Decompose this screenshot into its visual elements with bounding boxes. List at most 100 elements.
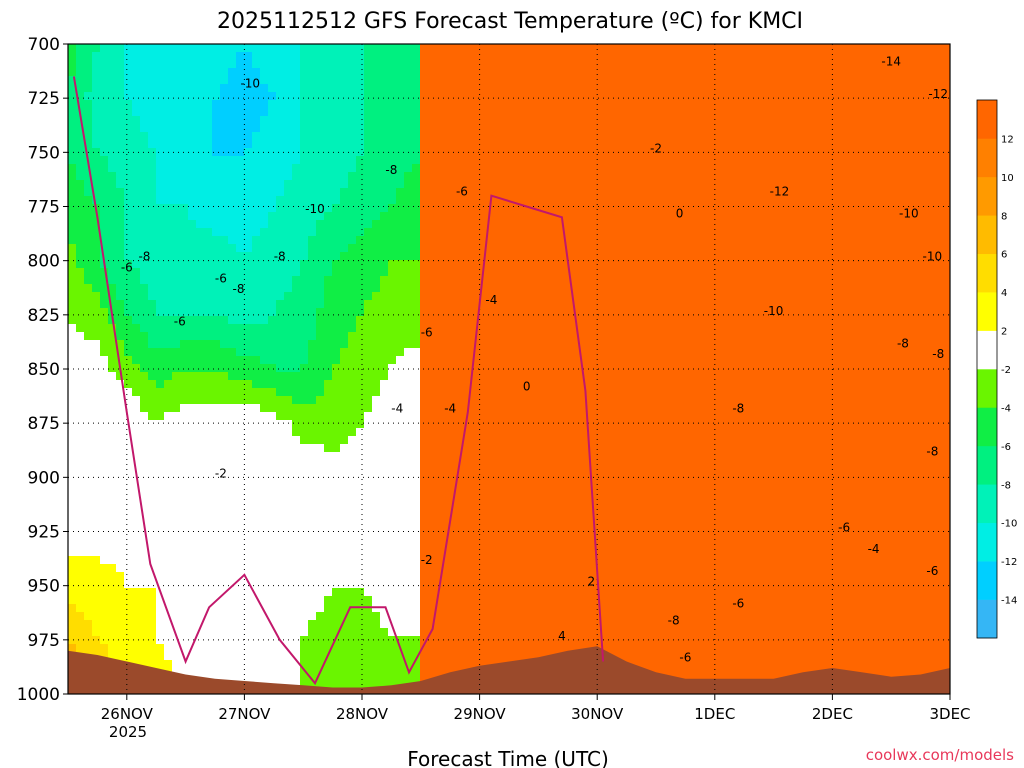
field-cell — [620, 196, 629, 205]
field-cell — [500, 268, 509, 277]
field-cell — [468, 292, 477, 301]
field-cell — [164, 180, 173, 189]
field-cell — [868, 372, 877, 381]
field-cell — [476, 52, 485, 61]
field-cell — [852, 372, 861, 381]
field-cell — [508, 76, 517, 85]
field-cell — [820, 340, 829, 349]
field-cell — [100, 340, 109, 349]
temperature-field — [68, 44, 951, 695]
field-cell — [308, 236, 317, 245]
field-cell — [388, 156, 397, 165]
field-cell — [812, 364, 821, 373]
field-cell — [292, 284, 301, 293]
field-cell — [772, 396, 781, 405]
field-cell — [756, 68, 765, 77]
field-cell — [660, 132, 669, 141]
field-cell — [284, 356, 293, 365]
field-cell — [228, 396, 237, 405]
field-cell — [636, 140, 645, 149]
field-cell — [132, 236, 141, 245]
field-cell — [204, 52, 213, 61]
field-cell — [636, 340, 645, 349]
field-cell — [820, 324, 829, 333]
field-cell — [244, 212, 253, 221]
field-cell — [540, 132, 549, 141]
field-cell — [292, 92, 301, 101]
field-cell — [268, 92, 277, 101]
field-cell — [116, 388, 125, 397]
field-cell — [204, 116, 213, 125]
field-cell — [588, 276, 597, 285]
field-cell — [364, 348, 373, 357]
field-cell — [916, 84, 925, 93]
field-cell — [820, 172, 829, 181]
field-cell — [212, 276, 221, 285]
field-cell — [196, 300, 205, 309]
field-cell — [148, 196, 157, 205]
field-cell — [132, 92, 141, 101]
field-cell — [484, 84, 493, 93]
field-cell — [324, 204, 333, 213]
field-cell — [716, 268, 725, 277]
field-cell — [404, 228, 413, 237]
field-cell — [660, 316, 669, 325]
field-cell — [324, 132, 333, 141]
field-cell — [516, 276, 525, 285]
field-cell — [756, 396, 765, 405]
field-cell — [796, 324, 805, 333]
field-cell — [668, 236, 677, 245]
field-cell — [620, 244, 629, 253]
field-cell — [844, 100, 853, 109]
field-cell — [188, 212, 197, 221]
field-cell — [108, 156, 117, 165]
field-cell — [436, 244, 445, 253]
field-cell — [668, 284, 677, 293]
field-cell — [676, 380, 685, 389]
field-cell — [220, 340, 229, 349]
field-cell — [524, 220, 533, 229]
field-cell — [180, 148, 189, 157]
field-cell — [108, 140, 117, 149]
field-cell — [332, 380, 341, 389]
field-cell — [100, 132, 109, 141]
field-cell — [852, 196, 861, 205]
field-cell — [68, 164, 77, 173]
field-cell — [596, 76, 605, 85]
field-cell — [220, 92, 229, 101]
field-cell — [820, 260, 829, 269]
field-cell — [564, 68, 573, 77]
field-cell — [948, 156, 951, 165]
field-cell — [316, 284, 325, 293]
field-cell — [92, 332, 101, 341]
field-cell — [892, 324, 901, 333]
field-cell — [620, 340, 629, 349]
field-cell — [356, 348, 365, 357]
field-cell — [372, 148, 381, 157]
field-cell — [524, 100, 533, 109]
field-cell — [532, 68, 541, 77]
field-cell — [476, 100, 485, 109]
field-cell — [836, 68, 845, 77]
field-cell — [172, 244, 181, 253]
field-cell — [124, 308, 133, 317]
field-cell — [916, 52, 925, 61]
field-cell — [780, 316, 789, 325]
field-cell — [372, 180, 381, 189]
field-cell — [564, 212, 573, 221]
field-cell — [404, 68, 413, 77]
field-cell — [292, 316, 301, 325]
field-cell — [172, 324, 181, 333]
field-cell — [588, 244, 597, 253]
field-cell — [500, 228, 509, 237]
field-cell — [596, 52, 605, 61]
field-cell — [660, 84, 669, 93]
field-cell — [908, 300, 917, 309]
field-cell — [780, 180, 789, 189]
field-cell — [508, 156, 517, 165]
field-cell — [508, 348, 517, 357]
field-cell — [708, 196, 717, 205]
field-cell — [860, 124, 869, 133]
field-cell — [868, 300, 877, 309]
field-cell — [460, 180, 469, 189]
